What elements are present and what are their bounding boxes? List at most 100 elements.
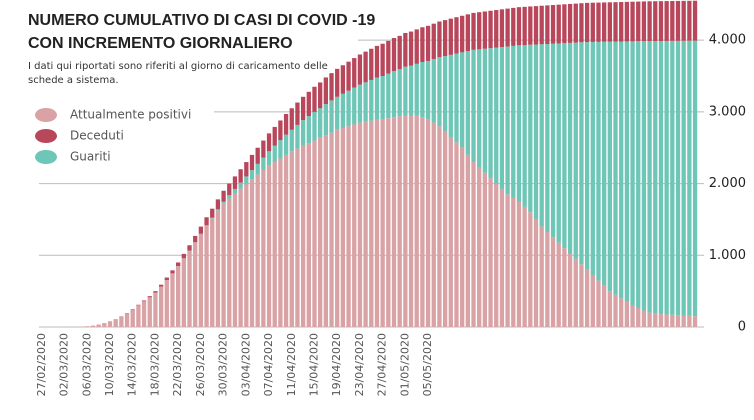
bar-segment — [641, 310, 647, 327]
bar-segment — [113, 319, 118, 327]
bar-segment — [227, 195, 232, 199]
bar-segment — [272, 145, 277, 163]
bar-segment — [124, 313, 130, 327]
bar-segment — [289, 151, 294, 327]
bar-segment — [318, 108, 323, 138]
bar-segment — [221, 190, 226, 202]
y-tick-label: 3.000 — [709, 104, 746, 119]
bar-segment — [573, 42, 578, 259]
bar-segment — [460, 147, 465, 327]
bar-segment — [187, 250, 192, 327]
bar-segment — [442, 131, 448, 327]
bar-segment — [278, 120, 283, 141]
bar-segment — [153, 291, 158, 293]
bar-segment — [602, 285, 607, 327]
bar-segment — [181, 253, 186, 259]
bar-segment — [442, 56, 448, 132]
bar-segment — [687, 0, 692, 41]
bar-segment — [346, 126, 351, 327]
bar-segment — [460, 52, 465, 148]
bar-segment — [425, 119, 431, 327]
bar-segment — [210, 217, 215, 219]
bar-segment — [232, 176, 238, 189]
bar-segment — [136, 304, 141, 306]
bar-segment — [249, 154, 255, 171]
bar-segment — [147, 296, 152, 298]
bar-segment — [562, 248, 567, 327]
bar-segment — [238, 182, 243, 189]
bar-segment — [607, 41, 612, 292]
bar-segment — [528, 44, 533, 213]
bar-segment — [641, 1, 647, 42]
bar-segment — [528, 212, 533, 327]
bar-segment — [545, 5, 550, 45]
bar-segment — [425, 25, 431, 61]
bar-segment — [329, 73, 334, 101]
x-tick-label: 27/04/2020 — [376, 333, 389, 396]
bar-segment — [244, 162, 249, 177]
bar-segment — [670, 40, 675, 315]
x-tick-label: 19/04/2020 — [330, 333, 343, 396]
bar-segment — [187, 245, 192, 251]
bar-segment — [238, 169, 243, 183]
bar-segment — [318, 82, 323, 109]
bar-segment — [556, 242, 561, 327]
bar-segment — [556, 43, 561, 243]
x-tick-label: 27/02/2020 — [35, 333, 48, 396]
bar-segment — [584, 2, 590, 43]
bar-segment — [357, 84, 363, 123]
bar-segment — [550, 43, 556, 238]
bar-segment — [505, 8, 510, 47]
bar-segment — [522, 206, 527, 327]
bar-segment — [630, 305, 635, 327]
bar-segment — [528, 6, 533, 45]
bar-segment — [391, 70, 397, 118]
bar-segment — [636, 307, 641, 327]
bar-segment — [312, 111, 317, 141]
bar-segment — [437, 21, 442, 58]
bar-segment — [272, 162, 277, 327]
bar-segment — [391, 38, 397, 71]
bar-segment — [596, 41, 601, 281]
bar-segment — [579, 42, 584, 265]
bar-segment — [647, 1, 652, 42]
bar-segment — [374, 119, 380, 328]
bar-segment — [658, 41, 664, 315]
bar-segment — [352, 87, 357, 125]
bar-segment — [579, 3, 584, 43]
bar-segment — [567, 3, 573, 43]
bar-segment — [602, 41, 607, 286]
legend-swatch — [35, 129, 57, 143]
bar-segment — [653, 313, 658, 327]
bar-segment — [403, 66, 408, 116]
bar-segment — [465, 154, 470, 327]
bar-segment — [630, 1, 635, 42]
bar-segment — [681, 40, 686, 316]
bar-segment — [431, 23, 436, 60]
bar-segment — [664, 40, 669, 315]
bar-segment — [636, 41, 641, 308]
bar-segment — [431, 59, 436, 123]
bar-segment — [386, 40, 391, 74]
bar-segment — [210, 218, 215, 327]
bar-segment — [619, 298, 624, 327]
bar-segment — [335, 68, 340, 97]
bar-segment — [289, 129, 294, 152]
bar-segment — [562, 43, 567, 249]
bar-segment — [465, 51, 470, 155]
y-tick-label: 0 — [738, 320, 746, 335]
bar-segment — [454, 17, 459, 54]
bar-segment — [102, 323, 107, 327]
bar-segment — [261, 169, 266, 327]
x-tick-label: 11/04/2020 — [285, 333, 298, 396]
bar-segment — [482, 48, 488, 173]
bars — [62, 0, 698, 328]
bar-segment — [119, 316, 124, 327]
bar-segment — [244, 183, 249, 327]
bar-segment — [613, 41, 618, 295]
bar-segment — [261, 140, 266, 158]
bar-segment — [556, 4, 561, 44]
bar-segment — [397, 69, 402, 117]
bar-segment — [408, 31, 414, 66]
bar-segment — [607, 2, 612, 42]
